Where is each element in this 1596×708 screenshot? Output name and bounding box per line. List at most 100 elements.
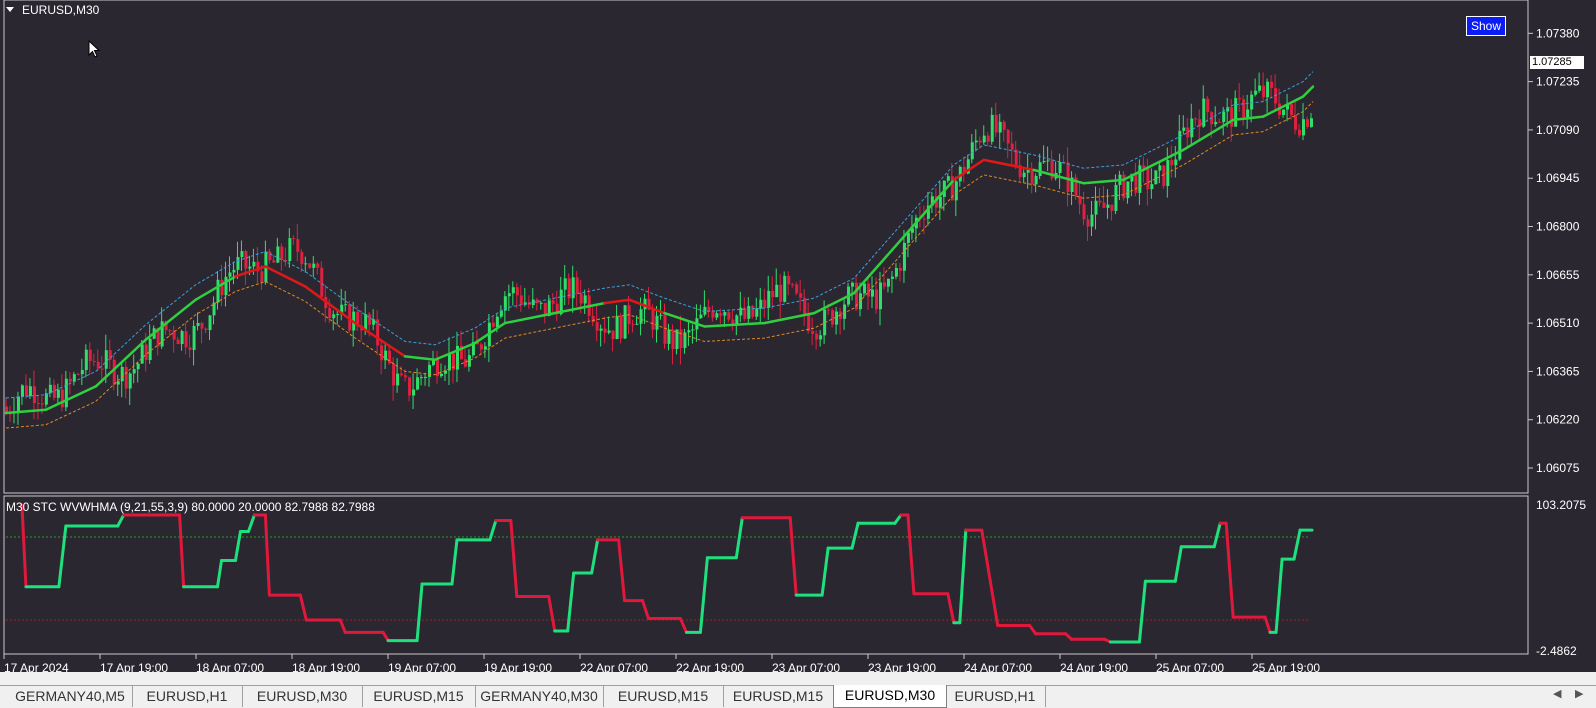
candle-body — [1110, 204, 1114, 211]
indicator-tick-label: -2.4862 — [1536, 644, 1577, 658]
tab-eurusd-m15[interactable]: EURUSD,M15 — [362, 686, 476, 707]
indicator-panel[interactable] — [3, 495, 1529, 655]
candle-body — [1306, 119, 1310, 127]
stc-segment — [590, 538, 600, 575]
candle-body — [228, 272, 232, 277]
tab-eurusd-h1[interactable]: EURUSD,H1 — [945, 686, 1046, 707]
candle-body — [946, 176, 950, 181]
candle-body — [68, 378, 72, 382]
candle-body — [252, 261, 256, 267]
stc-line — [20, 503, 1314, 644]
mouse-cursor-icon — [88, 40, 100, 58]
chart-window[interactable]: 1.07380 1.07235 1.07090 1.06945 1.06800 1.066… — [0, 0, 1596, 672]
tab-germany40-m30[interactable]: GERMANY40,M30 — [475, 686, 604, 707]
candle-body — [272, 260, 276, 263]
candle-body — [699, 314, 703, 319]
candle-body — [775, 284, 779, 298]
time-tick-label: 22 Apr 19:00 — [676, 661, 744, 672]
candle-body — [100, 368, 104, 370]
candle-body — [316, 263, 320, 268]
candle-body — [491, 322, 495, 327]
candle-body — [579, 293, 583, 304]
stc-segment — [980, 528, 1000, 627]
price-tick-label: 1.07090 — [1536, 123, 1580, 137]
candle-body — [843, 304, 847, 319]
candle-body — [120, 366, 124, 382]
candle-body — [172, 330, 176, 340]
candle-body — [803, 297, 807, 315]
candle-body — [336, 314, 340, 316]
chart-menu-arrow-icon[interactable] — [6, 7, 14, 12]
candle-body — [244, 251, 248, 269]
tab-germany40-m5[interactable]: GERMANY40,M5 — [8, 686, 133, 707]
candle-body — [902, 242, 906, 271]
candle-body — [763, 299, 767, 308]
candle-body — [986, 135, 990, 142]
candle-body — [827, 309, 831, 311]
candle-body — [372, 319, 376, 325]
candle-body — [160, 321, 164, 347]
time-tick-label: 19 Apr 07:00 — [388, 661, 456, 672]
candle-body — [1102, 202, 1106, 208]
candle-body — [1266, 81, 1270, 98]
candle-body — [1114, 184, 1118, 211]
candle-body — [1250, 94, 1254, 110]
tab-eurusd-m15[interactable]: EURUSD,M15 — [723, 686, 834, 707]
ma-segment — [44, 385, 98, 411]
candle-body — [647, 298, 651, 310]
candle-body — [671, 329, 675, 350]
candle-body — [1214, 121, 1218, 125]
candle-body — [663, 314, 667, 344]
candle-body — [236, 257, 240, 270]
stc-segment — [1274, 557, 1284, 634]
chart-canvas[interactable]: 1.07380 1.07235 1.07090 1.06945 1.06800 1.066… — [0, 0, 1596, 672]
candle-body — [639, 309, 643, 324]
time-tick-label: 25 Apr 07:00 — [1156, 661, 1224, 672]
candle-body — [220, 279, 224, 296]
candle-body — [771, 290, 775, 298]
stc-segment — [641, 599, 651, 621]
candle-body — [831, 309, 835, 325]
candle-body — [878, 282, 882, 310]
candle-body — [28, 386, 32, 397]
candle-body — [531, 299, 535, 305]
stc-segment — [178, 513, 186, 589]
candle-body — [416, 377, 420, 390]
indicator-label: M30 STC WVWHMA (9,21,55,3,9) 80.0000 20.… — [6, 500, 375, 514]
stc-segment — [946, 592, 956, 625]
candle-body — [1086, 219, 1090, 227]
candle-body — [835, 311, 839, 325]
candle-body — [615, 315, 619, 340]
candle-body — [1206, 98, 1210, 113]
candle-body — [471, 342, 475, 356]
candle-body — [328, 308, 332, 319]
stc-segment — [617, 538, 627, 603]
candle-body — [404, 375, 408, 378]
tab-eurusd-h1[interactable]: EURUSD,H1 — [132, 686, 243, 707]
tab-eurusd-m30[interactable]: EURUSD,M30 — [242, 686, 363, 707]
tab-scroll-right-icon[interactable]: ▶ — [1575, 688, 1584, 700]
indicator-tick-label: 103.2075 — [1536, 498, 1586, 512]
candle-body — [707, 306, 711, 312]
candle-body — [675, 329, 679, 350]
show-button[interactable]: Show — [1466, 16, 1506, 36]
tab-scroll-left-icon[interactable]: ◀ — [1553, 688, 1562, 700]
ma-segment — [264, 265, 307, 288]
candle-body — [440, 373, 444, 377]
tab-eurusd-m15[interactable]: EURUSD,M15 — [603, 686, 724, 707]
candle-body — [723, 312, 727, 316]
candle-body — [240, 251, 244, 258]
candle-body — [1142, 165, 1146, 169]
stc-segment — [958, 528, 968, 625]
candle-body — [715, 313, 719, 318]
tab-eurusd-m30[interactable]: EURUSD,M30 — [833, 685, 947, 708]
time-tick-label: 19 Apr 19:00 — [484, 661, 552, 672]
ma-segment — [1261, 95, 1305, 118]
candle-body — [886, 278, 890, 287]
candle-body — [934, 196, 938, 208]
ma-segment — [703, 321, 766, 328]
candle-body — [312, 263, 316, 268]
candle-body — [1146, 168, 1150, 190]
main-chart-panel[interactable] — [3, 0, 1529, 494]
candle-body — [20, 385, 24, 397]
